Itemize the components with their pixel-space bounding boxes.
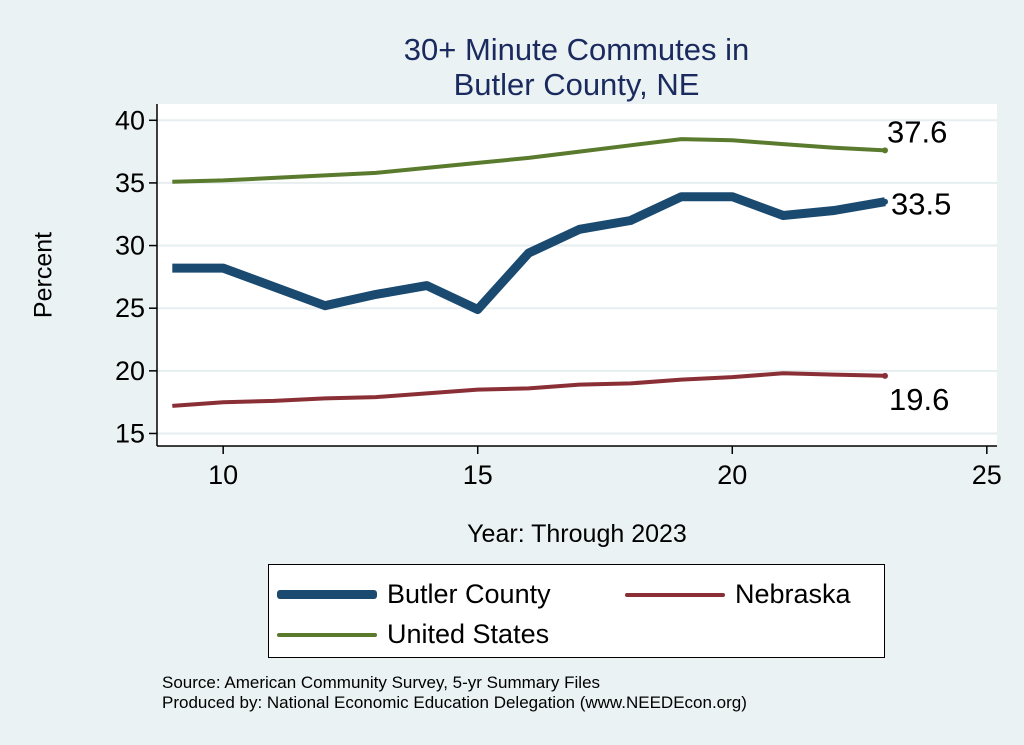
legend-item-nebraska: Nebraska [625, 579, 851, 610]
y-tick-label-15: 15 [115, 418, 145, 448]
x-tick-label-15: 15 [463, 460, 493, 490]
legend-label-united-states: United States [387, 619, 550, 649]
series-endpoint-united-states [882, 147, 888, 154]
series-endpoint-butler-county [882, 198, 888, 205]
legend-swatch-nebraska [625, 592, 725, 597]
series-line-united-states [172, 137, 886, 184]
legend-label-butler-county: Butler County [387, 579, 551, 609]
y-tick-label-30: 30 [115, 231, 145, 261]
x-tick-label-20: 20 [717, 460, 747, 490]
legend: Butler County Nebraska United States [268, 564, 885, 658]
producer-line: Produced by: National Economic Education… [162, 693, 747, 712]
source-line: Source: American Community Survey, 5-yr … [162, 673, 601, 692]
end-label-united-states: 37.6 [887, 114, 947, 149]
legend-label-nebraska: Nebraska [735, 579, 851, 609]
y-tick-label-25: 25 [115, 293, 145, 323]
legend-item-butler-county: Butler County [277, 579, 551, 610]
chart-title-line-2: Butler County, NE [453, 67, 700, 102]
y-axis-label: Percent [29, 231, 58, 319]
end-label-nebraska: 19.6 [889, 382, 949, 417]
y-tick-label-20: 20 [115, 356, 145, 386]
plot-background [157, 104, 997, 446]
x-tick-label-10: 10 [208, 460, 238, 490]
end-label-butler-county: 33.5 [891, 187, 951, 222]
series-line-nebraska [172, 371, 886, 408]
series-endpoint-nebraska [882, 372, 888, 379]
x-axis-label: Year: Through 2023 [467, 520, 687, 548]
chart-title-line-1: 30+ Minute Commutes in [403, 32, 750, 67]
y-tick-label-40: 40 [115, 105, 145, 135]
source-note: Source: American Community Survey, 5-yr … [162, 673, 747, 713]
legend-swatch-butler-county [277, 590, 377, 599]
legend-item-united-states: United States [277, 619, 549, 650]
x-tick-label-25: 25 [972, 460, 1002, 490]
legend-swatch-united-states [277, 632, 377, 637]
series-line-butler-county [172, 192, 886, 314]
y-tick-label-35: 35 [115, 168, 145, 198]
